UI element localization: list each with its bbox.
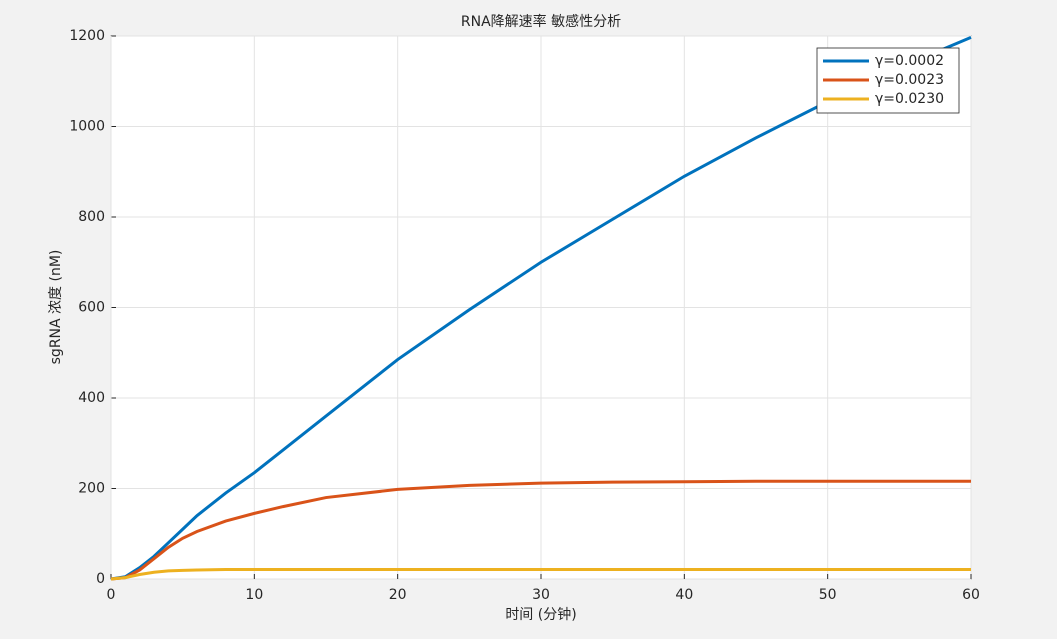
series-line — [110, 567, 971, 581]
x-axis-label: 时间 (分钟) — [505, 606, 576, 623]
legend-label: γ=0.0023 — [875, 72, 944, 88]
chart-title: RNA降解速率 敏感性分析 — [461, 13, 621, 30]
x-tick-label: 10 — [245, 587, 263, 603]
y-tick-label: 800 — [78, 209, 105, 225]
x-tick-label: 0 — [107, 587, 116, 603]
y-tick-label: 1200 — [69, 28, 105, 44]
legend-label: γ=0.0002 — [875, 53, 944, 69]
y-tick-label: 600 — [78, 300, 105, 316]
x-tick-label: 30 — [532, 587, 550, 603]
x-tick-label: 20 — [389, 587, 407, 603]
series-line — [110, 479, 971, 581]
y-axis-label: sgRNA 浓度 (nM) — [48, 250, 64, 365]
legend-box — [816, 47, 960, 114]
y-tick-label: 0 — [96, 571, 105, 587]
x-tick-label: 50 — [819, 587, 837, 603]
y-tick-label: 200 — [78, 481, 105, 497]
x-tick-label: 40 — [675, 587, 693, 603]
y-tick-label: 1000 — [69, 119, 105, 135]
y-tick-label: 400 — [78, 390, 105, 406]
legend-label: γ=0.0230 — [875, 91, 944, 107]
x-tick-label: 60 — [962, 587, 980, 603]
series-line — [110, 35, 972, 581]
